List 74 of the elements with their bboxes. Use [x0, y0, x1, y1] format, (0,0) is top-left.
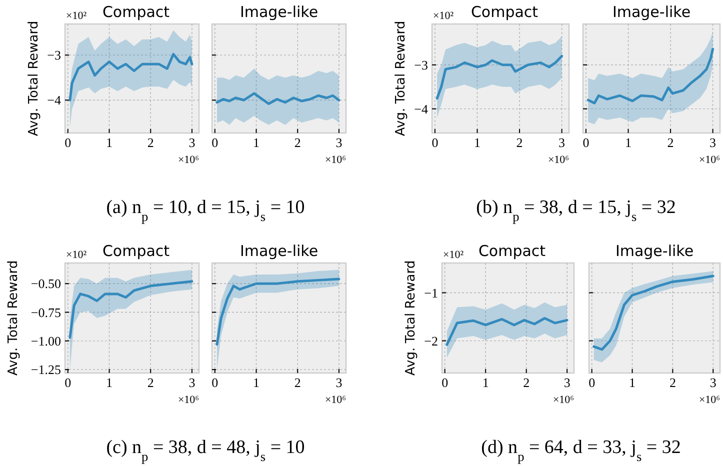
text: ×10² [66, 10, 88, 22]
text: ×10² [433, 10, 454, 22]
x-tick-label: 3 [710, 135, 716, 150]
line-series [446, 316, 568, 346]
x-tick-label: 2 [516, 135, 523, 150]
x-tick-label: 3 [710, 375, 716, 390]
chart-title: Compact [102, 3, 170, 21]
text: ×10² [443, 249, 464, 261]
text: (a) n$_{p}$ = 10, d = 15, j$_{s}$ = 10 [106, 197, 305, 224]
chart-title: Image-like [240, 242, 318, 260]
x-tick-label: 3 [336, 375, 342, 390]
x-tick-label: 0 [64, 375, 72, 390]
x-tick-label: 0 [442, 375, 448, 390]
x-tick-label: 1 [629, 375, 636, 390]
x-tick-label: 1 [253, 375, 260, 390]
line-series [68, 52, 194, 102]
text: ×10⁶ [548, 154, 570, 166]
chart-title: Image-like [240, 3, 318, 21]
text: ×10⁶ [178, 394, 200, 406]
text: ×10² [66, 249, 88, 261]
y-tick-label: −0.50 [30, 276, 61, 292]
y-axis-title: Avg. Total Reward [26, 20, 42, 136]
chart-title: Image-like [612, 3, 691, 21]
x-tick-label: 1 [624, 135, 632, 150]
text: ×10⁶ [698, 154, 720, 166]
x-tick-label: 0 [582, 135, 590, 150]
y-tick-label: −4 [414, 101, 428, 116]
y-tick-label: −4 [47, 92, 62, 108]
chart-title: Compact [470, 3, 538, 21]
x-tick-label: 1 [106, 375, 113, 390]
y-tick-label: −1 [424, 285, 438, 300]
text: ×10⁶ [324, 154, 346, 166]
text: ×10⁶ [698, 394, 720, 406]
text: (c) n$_{p}$ = 38, d = 48, j$_{s}$ = 10 [106, 437, 305, 464]
x-tick-label: 1 [474, 135, 480, 150]
y-axis-title: Avg. Total Reward [6, 260, 21, 376]
x-tick-label: 3 [188, 375, 196, 390]
x-tick-label: 3 [558, 135, 566, 150]
x-tick-label: 0 [588, 375, 596, 390]
x-tick-label: 1 [106, 135, 113, 150]
x-tick-label: 2 [669, 375, 676, 390]
text: (b) n$_{p}$ = 38, d = 15, j$_{s}$ = 32 [476, 197, 676, 224]
x-tick-label: 3 [336, 135, 342, 150]
line-series [436, 54, 564, 100]
y-tick-label: −1.25 [30, 362, 61, 378]
chart-title: Compact [102, 242, 170, 260]
x-tick-label: 0 [432, 135, 438, 150]
chart-title: Compact [478, 242, 546, 260]
x-tick-label: 0 [212, 375, 218, 390]
x-tick-label: 0 [212, 135, 218, 150]
x-tick-label: 2 [147, 375, 154, 390]
x-tick-label: 3 [188, 135, 196, 150]
x-tick-label: 3 [564, 375, 570, 390]
y-tick-label: −0.75 [30, 304, 61, 320]
y-tick-label: −2 [424, 333, 438, 348]
text: ×10⁶ [552, 394, 574, 406]
x-tick-label: 2 [294, 135, 301, 150]
line-series [68, 280, 194, 339]
y-axis-title: Avg. Total Reward [403, 260, 418, 376]
y-tick-label: −3 [414, 57, 428, 72]
text: (d) n$_{p}$ = 64, d = 33, j$_{s}$ = 32 [481, 437, 681, 464]
x-tick-label: 2 [667, 135, 674, 150]
y-tick-label: −3 [47, 48, 61, 63]
y-axis-title: Avg. Total Reward [393, 20, 408, 136]
x-tick-label: 2 [294, 375, 301, 390]
text: ×10⁶ [178, 154, 200, 166]
x-tick-label: 2 [147, 135, 154, 150]
x-tick-label: 1 [482, 375, 489, 390]
text: ×10⁶ [324, 394, 346, 406]
x-tick-label: 2 [523, 375, 530, 390]
x-tick-label: 0 [64, 135, 72, 150]
y-tick-label: −1.00 [30, 333, 61, 348]
chart-title: Image-like [615, 242, 694, 260]
x-tick-label: 1 [253, 135, 260, 150]
